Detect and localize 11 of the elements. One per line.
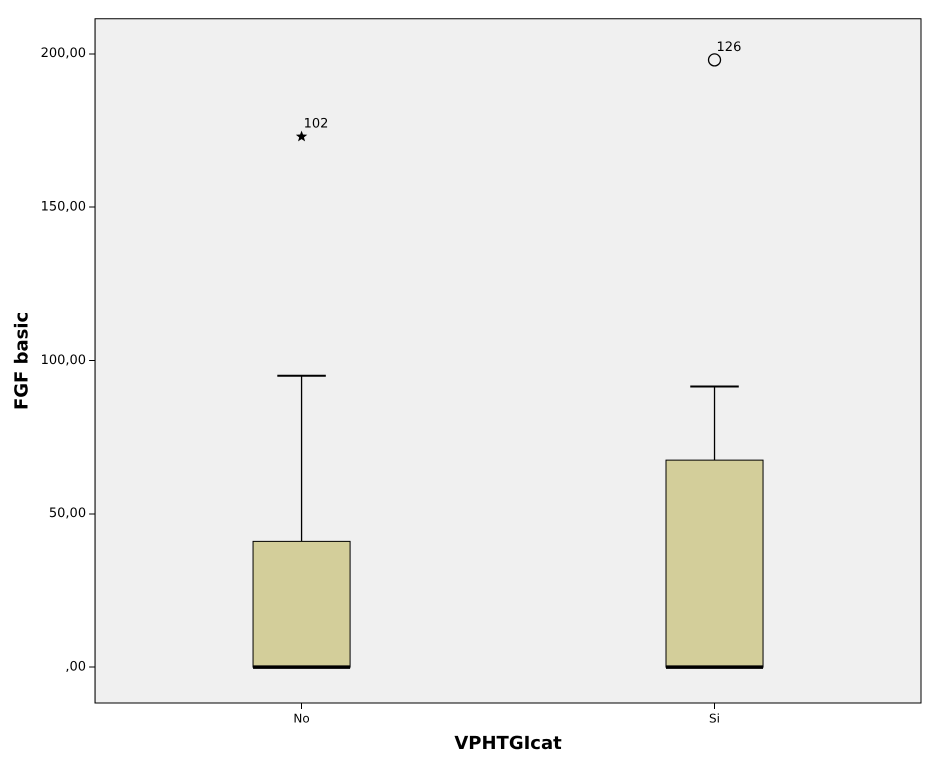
y-tick-label: 200,00 (40, 46, 86, 62)
y-tick-label: 50,00 (48, 506, 86, 522)
x-axis-title: VPHTGIcat (454, 732, 562, 754)
annotation: 126 (716, 40, 742, 55)
annotation: 102 (304, 116, 328, 132)
y-tick-label: 150,00 (40, 199, 86, 214)
x-tick-label: No (293, 711, 310, 726)
y-tick-label: ,00 (65, 659, 86, 674)
y-axis-title: FGF basic (11, 312, 32, 410)
y-tick-label: 100,00 (40, 352, 86, 368)
x-tick-label: Si (709, 711, 720, 726)
